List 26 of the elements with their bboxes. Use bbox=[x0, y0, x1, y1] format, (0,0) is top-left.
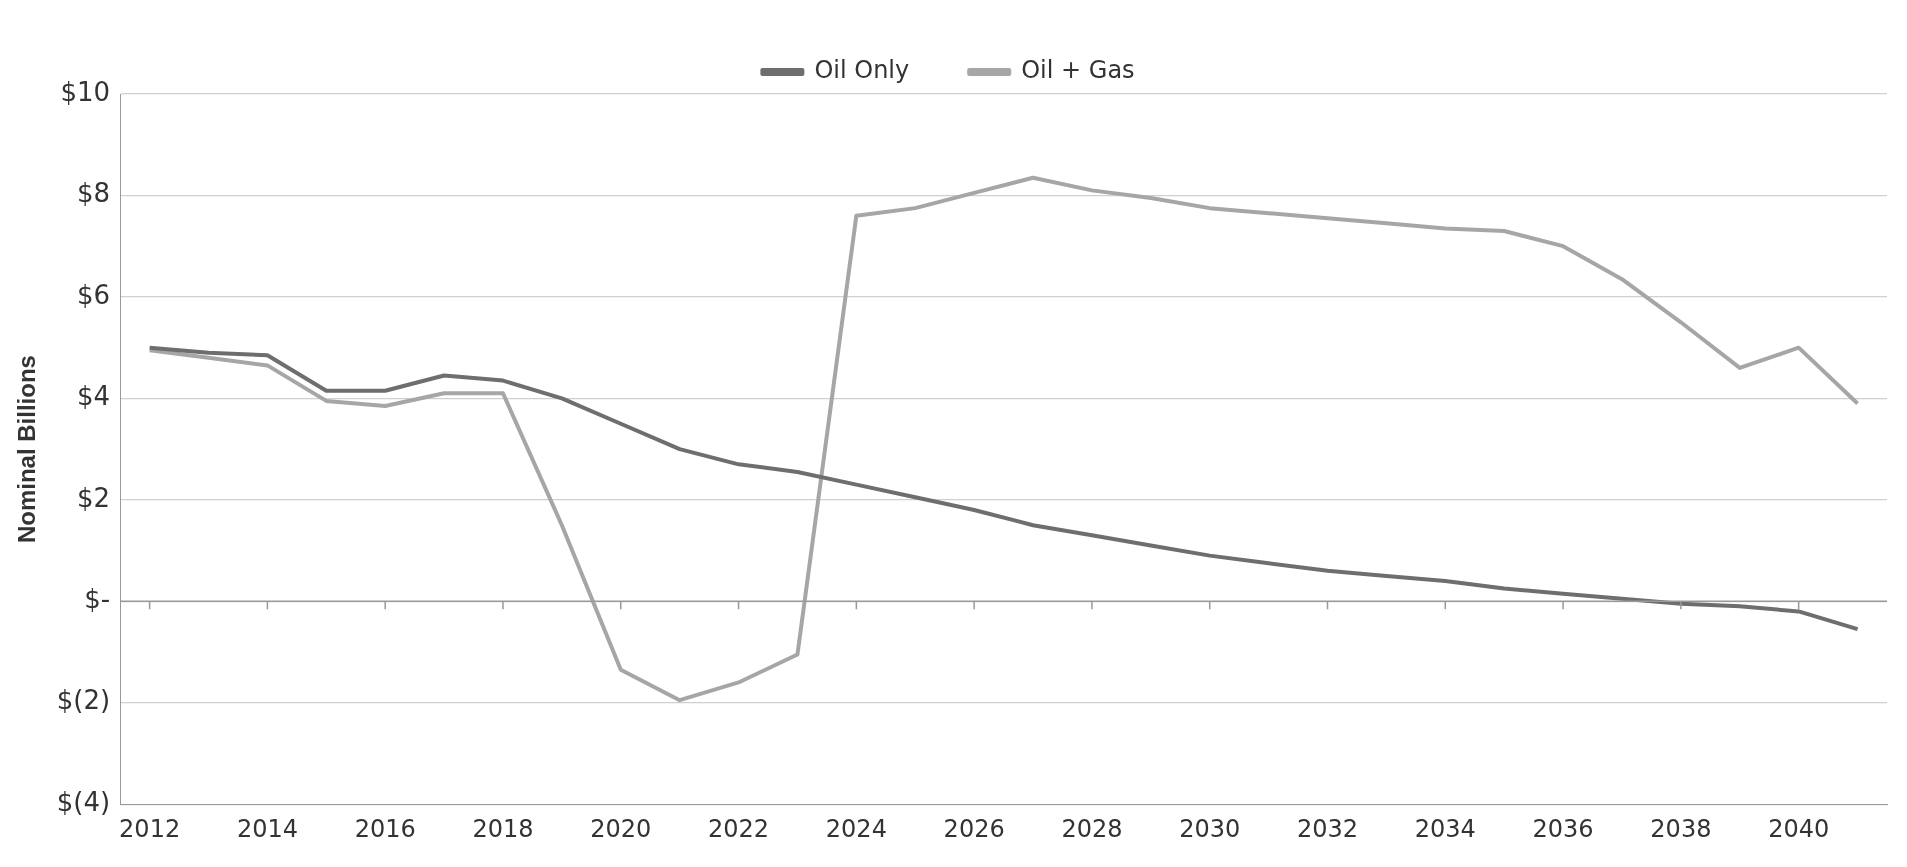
x-tick-label: 2024 bbox=[825, 814, 887, 843]
x-tick-label: 2030 bbox=[1179, 814, 1241, 843]
x-tick-label: 2012 bbox=[119, 814, 181, 843]
y-tick-label: $- bbox=[84, 584, 111, 615]
x-tick-label: 2036 bbox=[1532, 814, 1594, 843]
x-tick-label: 2034 bbox=[1414, 814, 1476, 843]
x-tick-label: 2026 bbox=[943, 814, 1005, 843]
y-tick-label: $6 bbox=[77, 279, 111, 310]
x-tick-label: 2014 bbox=[236, 814, 298, 843]
y-tick-label: $8 bbox=[77, 178, 111, 209]
x-tick-label: 2020 bbox=[590, 814, 652, 843]
y-tick-label: $10 bbox=[60, 76, 111, 107]
y-axis-title: Nominal Billions bbox=[13, 355, 41, 544]
legend-label: Oil Only bbox=[814, 56, 910, 85]
y-tick-label: $(2) bbox=[56, 685, 111, 716]
x-tick-label: 2040 bbox=[1768, 814, 1830, 843]
x-tick-label: 2016 bbox=[354, 814, 416, 843]
x-tick-label: 2038 bbox=[1650, 814, 1712, 843]
y-tick-label: $2 bbox=[77, 482, 111, 513]
x-tick-label: 2028 bbox=[1061, 814, 1123, 843]
y-tick-label: $4 bbox=[77, 381, 111, 412]
x-tick-label: 2022 bbox=[708, 814, 770, 843]
x-tick-label: 2018 bbox=[472, 814, 534, 843]
y-tick-label: $(4) bbox=[56, 786, 111, 817]
legend-label: Oil + Gas bbox=[1021, 56, 1135, 85]
x-tick-label: 2032 bbox=[1296, 814, 1359, 843]
